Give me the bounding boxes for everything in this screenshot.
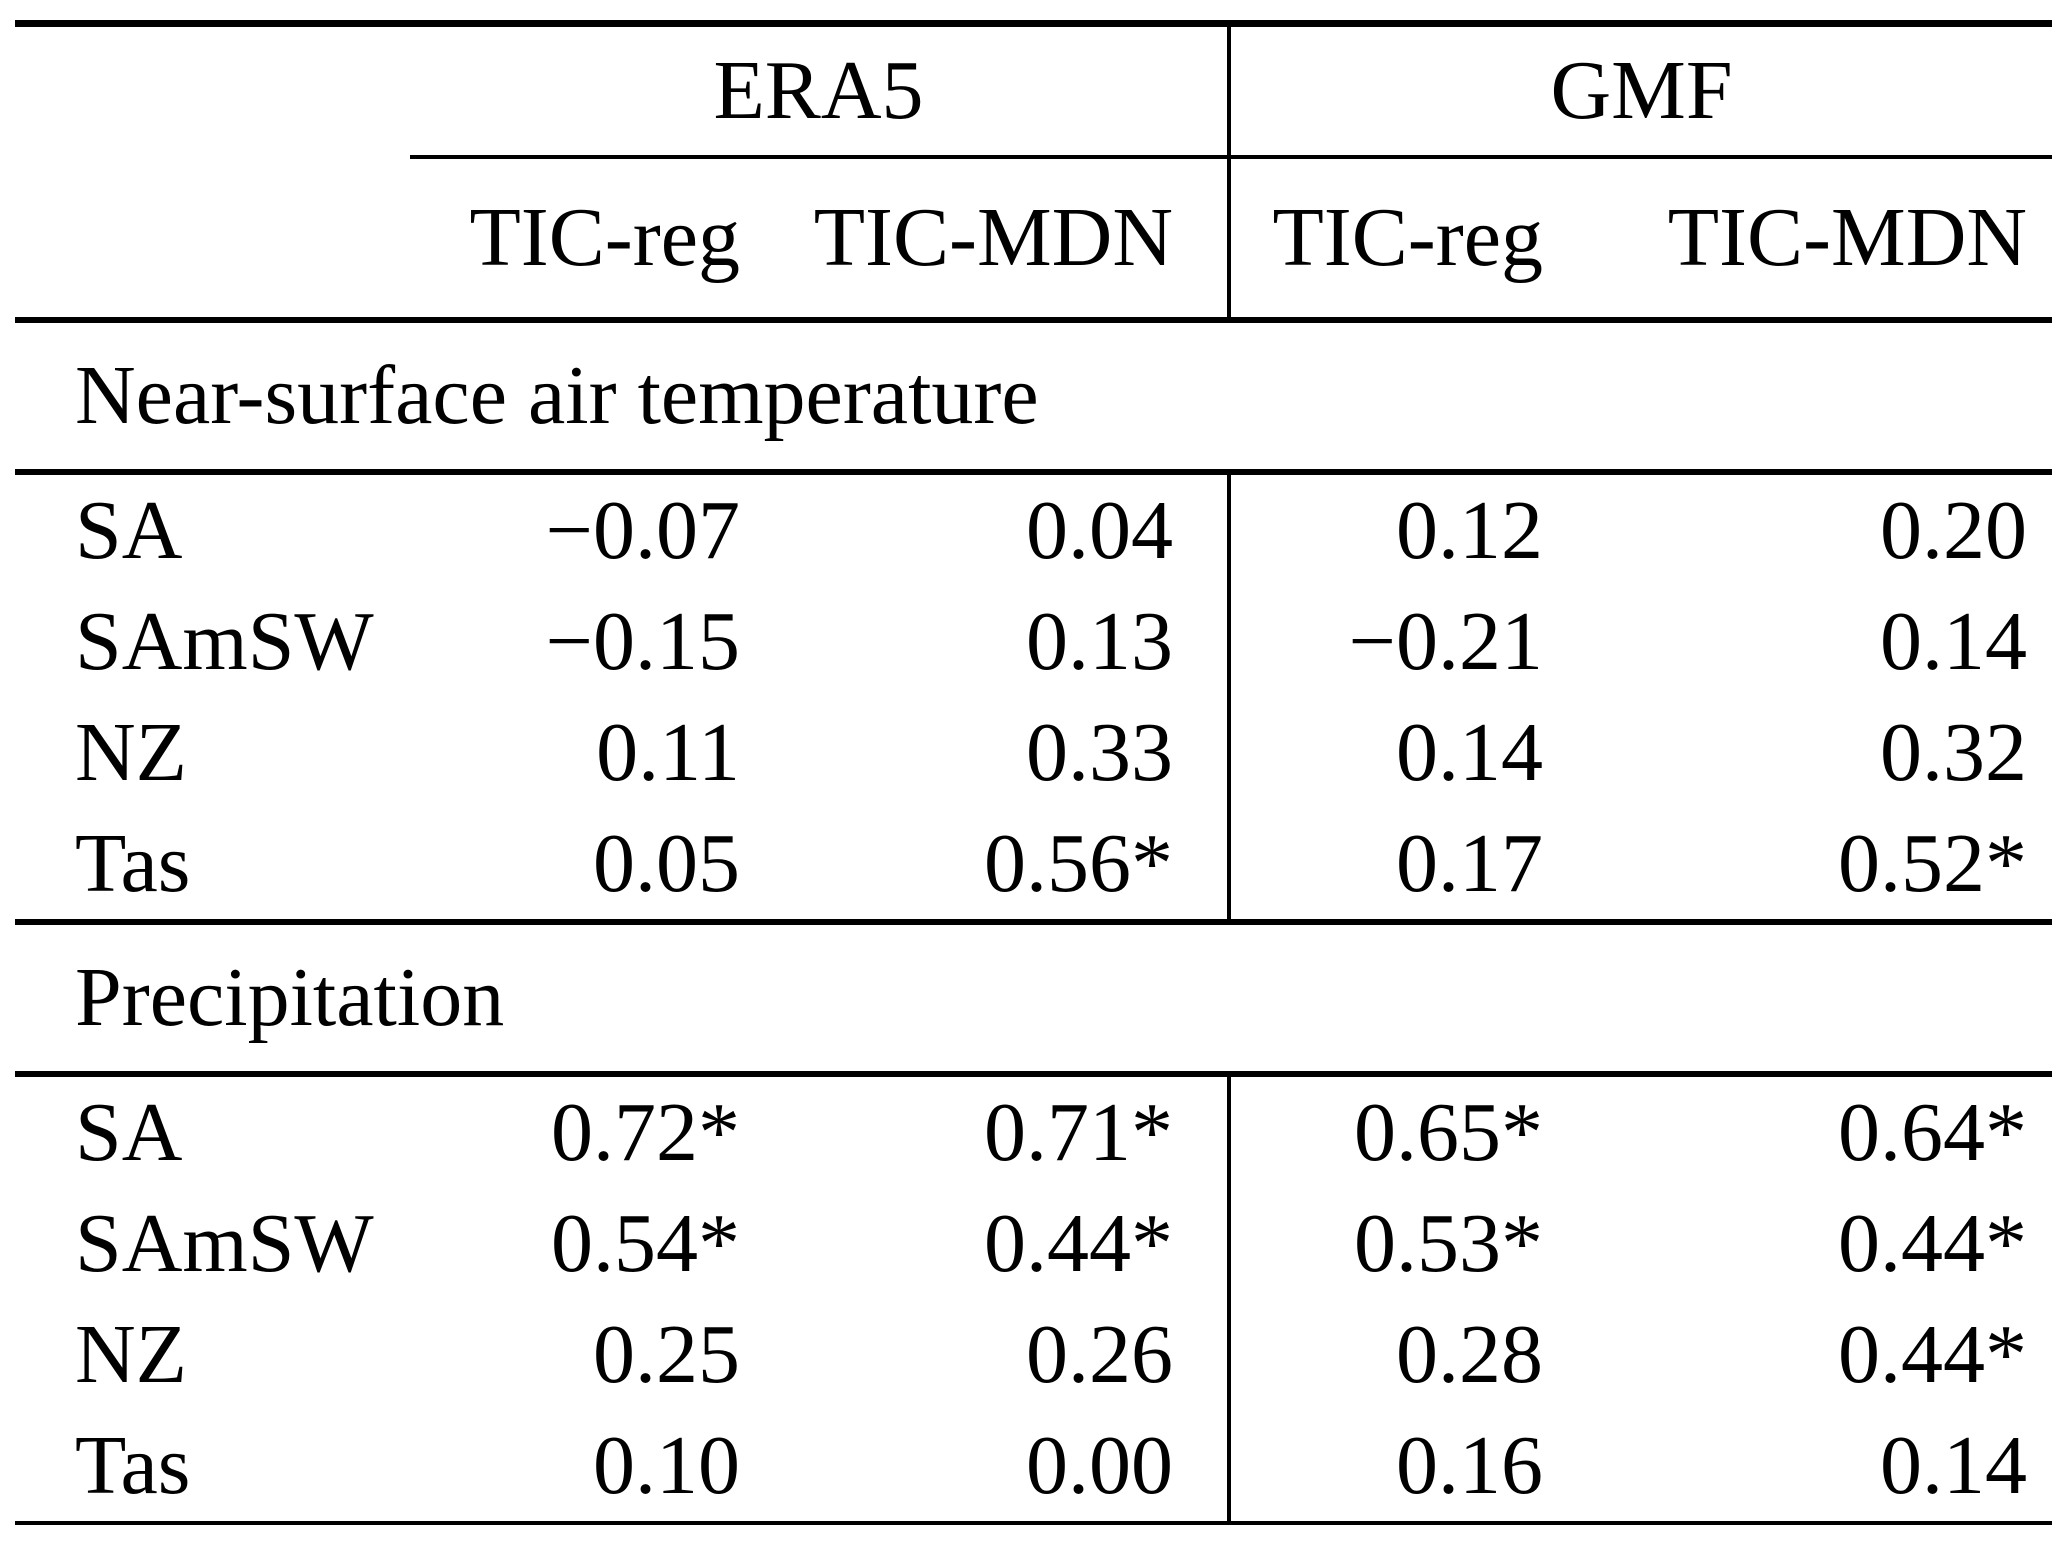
value-cell: 0.53*: [1227, 1188, 1552, 1299]
value-cell: 0.10: [593, 1418, 740, 1512]
table-row: Tas 0.10 0.00 0.16 0.14: [15, 1410, 2052, 1523]
sub-header-row: TIC-reg TIC-MDN TIC-reg TIC-MDN: [15, 157, 2053, 323]
value-cell: 0.28: [1227, 1299, 1552, 1410]
row-label: SAmSW: [75, 1196, 374, 1290]
table-row: NZ 0.11 0.33 0.14 0.32: [15, 697, 2052, 808]
section-title-precipitation: Precipitation: [15, 922, 2053, 1077]
col-header-gmf-tic-reg: TIC-reg: [1227, 157, 1552, 323]
empty-cell: [15, 157, 410, 323]
value-cell: 0.56*: [750, 808, 1229, 925]
value-cell: 0.64*: [1838, 1085, 2028, 1179]
column-group-era5: ERA5: [410, 23, 1229, 159]
table-row: SA 0.72* 0.71* 0.65* 0.64*: [15, 1074, 2052, 1188]
value-cell: 0.20: [1880, 483, 2028, 577]
value-cell: 0.12: [1227, 472, 1552, 586]
section-header-row: Near-surface air temperature: [15, 320, 2053, 475]
table-row: SAmSW −0.15 0.13 −0.21 0.14: [15, 586, 2052, 697]
section-header-row: Precipitation: [15, 922, 2053, 1077]
column-group-header-row: ERA5 GMF: [15, 23, 2053, 159]
value-cell: 0.14: [1880, 1418, 2028, 1512]
row-label: SA: [75, 1085, 183, 1179]
value-cell: 0.33: [1026, 705, 1173, 799]
value-cell: 0.44*: [984, 1196, 1173, 1290]
value-cell: 0.26: [1026, 1307, 1173, 1401]
value-cell: 0.17: [1227, 808, 1552, 925]
row-label: NZ: [75, 1307, 187, 1401]
table-row: SA −0.07 0.04 0.12 0.20: [15, 472, 2052, 586]
value-cell: 0.44*: [1838, 1307, 2028, 1401]
col-header-era5-tic-mdn: TIC-MDN: [750, 157, 1229, 323]
value-cell: −0.21: [1227, 586, 1552, 697]
value-cell: 0.14: [1880, 594, 2028, 688]
column-group-gmf: GMF: [1226, 23, 2053, 159]
value-cell: 0.32: [1880, 705, 2028, 799]
table-row: Tas 0.05 0.56* 0.17 0.52*: [15, 808, 2053, 925]
row-label: SAmSW: [75, 594, 374, 688]
value-cell: 0.13: [1026, 594, 1173, 688]
value-cell: −0.15: [545, 594, 740, 688]
section-title-temperature: Near-surface air temperature: [15, 320, 2053, 475]
value-cell: 0.54*: [551, 1196, 740, 1290]
row-label: NZ: [75, 705, 187, 799]
value-cell: −0.07: [545, 483, 740, 577]
value-cell: 0.14: [1227, 697, 1552, 808]
value-cell: 0.16: [1227, 1410, 1552, 1523]
value-cell: 0.11: [596, 705, 740, 799]
corner-empty-cell: [15, 24, 410, 158]
col-header-gmf-tic-mdn: TIC-MDN: [1552, 157, 2053, 323]
value-cell: 0.65*: [1227, 1074, 1552, 1188]
col-header-era5-tic-reg: TIC-reg: [410, 157, 750, 323]
row-label: Tas: [75, 1418, 191, 1512]
row-label: Tas: [15, 808, 410, 925]
value-cell: 0.05: [410, 808, 750, 925]
value-cell: 0.71*: [984, 1085, 1173, 1179]
row-label: SA: [75, 483, 183, 577]
value-cell: 0.04: [1026, 483, 1173, 577]
value-cell: 0.44*: [1838, 1196, 2028, 1290]
value-cell: 0.00: [1026, 1418, 1173, 1512]
correlation-table: ERA5 GMF TIC-reg TIC-MDN TIC-reg TIC-MDN…: [15, 20, 2053, 1525]
value-cell: 0.72*: [551, 1085, 740, 1179]
value-cell: 0.52*: [1552, 808, 2053, 925]
table-row: SAmSW 0.54* 0.44* 0.53* 0.44*: [15, 1188, 2052, 1299]
value-cell: 0.25: [593, 1307, 740, 1401]
table-row: NZ 0.25 0.26 0.28 0.44*: [15, 1299, 2052, 1410]
